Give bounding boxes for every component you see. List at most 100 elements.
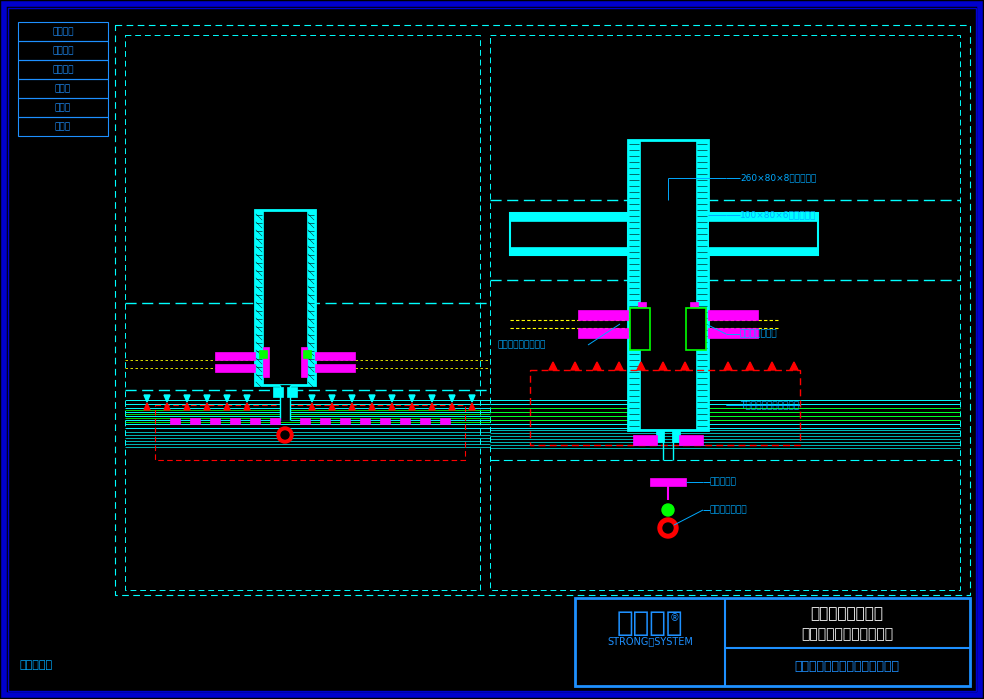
Polygon shape: [244, 403, 250, 410]
Polygon shape: [204, 395, 210, 402]
Bar: [679, 435, 703, 445]
Bar: [18, 22, 108, 41]
Circle shape: [658, 518, 678, 538]
Text: 更纤细: 更纤细: [55, 122, 71, 131]
Polygon shape: [409, 403, 415, 410]
Text: 矩形精制锆全隐框: 矩形精制锆全隐框: [811, 607, 884, 621]
Bar: [320, 418, 330, 424]
Polygon shape: [637, 362, 645, 370]
Polygon shape: [746, 362, 754, 370]
Polygon shape: [244, 395, 250, 402]
Bar: [578, 310, 628, 320]
Polygon shape: [724, 362, 732, 370]
Polygon shape: [469, 403, 475, 410]
Bar: [510, 247, 628, 255]
Polygon shape: [768, 362, 776, 370]
Bar: [170, 418, 180, 424]
Polygon shape: [615, 362, 623, 370]
Bar: [210, 418, 220, 424]
Polygon shape: [469, 395, 475, 402]
Bar: [672, 430, 680, 442]
Polygon shape: [224, 395, 230, 402]
Bar: [440, 418, 450, 424]
Polygon shape: [449, 395, 455, 402]
Bar: [708, 213, 818, 221]
Text: 定制横梁插芯连接件: 定制横梁插芯连接件: [498, 340, 546, 350]
Text: 不锈锃机制螺栌: 不锈锃机制螺栌: [710, 505, 748, 514]
Bar: [656, 430, 664, 442]
Polygon shape: [369, 395, 375, 402]
Polygon shape: [184, 395, 190, 402]
Bar: [633, 435, 657, 445]
Bar: [273, 387, 283, 397]
Polygon shape: [164, 395, 170, 402]
Text: 安全防火: 安全防火: [52, 27, 74, 36]
Text: （有附框）玻璃幕墙节点: （有附框）玻璃幕墙节点: [801, 627, 893, 641]
Polygon shape: [329, 403, 335, 410]
Polygon shape: [164, 403, 170, 410]
Polygon shape: [144, 395, 150, 402]
Polygon shape: [389, 403, 395, 410]
Bar: [708, 213, 818, 255]
Bar: [708, 247, 818, 255]
Text: ®: ®: [670, 613, 680, 623]
Bar: [303, 350, 311, 358]
Bar: [125, 35, 480, 590]
Polygon shape: [349, 395, 355, 402]
Bar: [708, 310, 758, 320]
Polygon shape: [790, 362, 798, 370]
Bar: [578, 328, 628, 338]
Bar: [18, 79, 108, 98]
Bar: [510, 213, 628, 221]
Text: STRONG｜SYSTEM: STRONG｜SYSTEM: [607, 636, 693, 646]
Bar: [628, 140, 640, 430]
Circle shape: [281, 431, 289, 439]
Bar: [280, 385, 290, 420]
Bar: [650, 478, 686, 486]
Text: 大跨度: 大跨度: [55, 84, 71, 93]
Polygon shape: [309, 403, 315, 410]
Bar: [708, 328, 758, 338]
Text: 西创金属科技（江苏）有限公司: 西创金属科技（江苏）有限公司: [794, 659, 899, 672]
Polygon shape: [224, 403, 230, 410]
Polygon shape: [549, 362, 557, 370]
Text: 100×80×6精制锆横梁: 100×80×6精制锆横梁: [740, 210, 817, 219]
Text: 西创系统: 西创系统: [617, 609, 683, 637]
Bar: [638, 302, 646, 348]
Text: 超级防腰: 超级防腰: [52, 65, 74, 74]
Bar: [686, 308, 706, 350]
Polygon shape: [409, 395, 415, 402]
Bar: [380, 418, 390, 424]
Bar: [287, 387, 297, 397]
Bar: [400, 418, 410, 424]
Bar: [250, 418, 260, 424]
Polygon shape: [204, 403, 210, 410]
Bar: [696, 140, 708, 430]
Polygon shape: [593, 362, 601, 370]
Bar: [18, 117, 108, 136]
Polygon shape: [309, 395, 315, 402]
Bar: [18, 60, 108, 79]
Polygon shape: [449, 403, 455, 410]
Bar: [255, 210, 263, 385]
Bar: [301, 347, 307, 377]
Text: 铝合金压码: 铝合金压码: [710, 477, 737, 487]
Text: 大通透: 大通透: [55, 103, 71, 112]
Polygon shape: [184, 403, 190, 410]
Bar: [360, 418, 370, 424]
Polygon shape: [429, 395, 435, 402]
Polygon shape: [389, 395, 395, 402]
Polygon shape: [659, 362, 667, 370]
Bar: [340, 418, 350, 424]
Text: T型锆紧压板、玻璃托板: T型锆紧压板、玻璃托板: [740, 401, 799, 410]
Bar: [575, 598, 970, 686]
Bar: [510, 213, 628, 255]
Bar: [307, 210, 315, 385]
Bar: [628, 140, 708, 430]
Bar: [190, 418, 200, 424]
Circle shape: [662, 504, 674, 516]
Bar: [18, 41, 108, 60]
Bar: [270, 418, 280, 424]
Bar: [315, 352, 355, 360]
Bar: [255, 210, 315, 385]
